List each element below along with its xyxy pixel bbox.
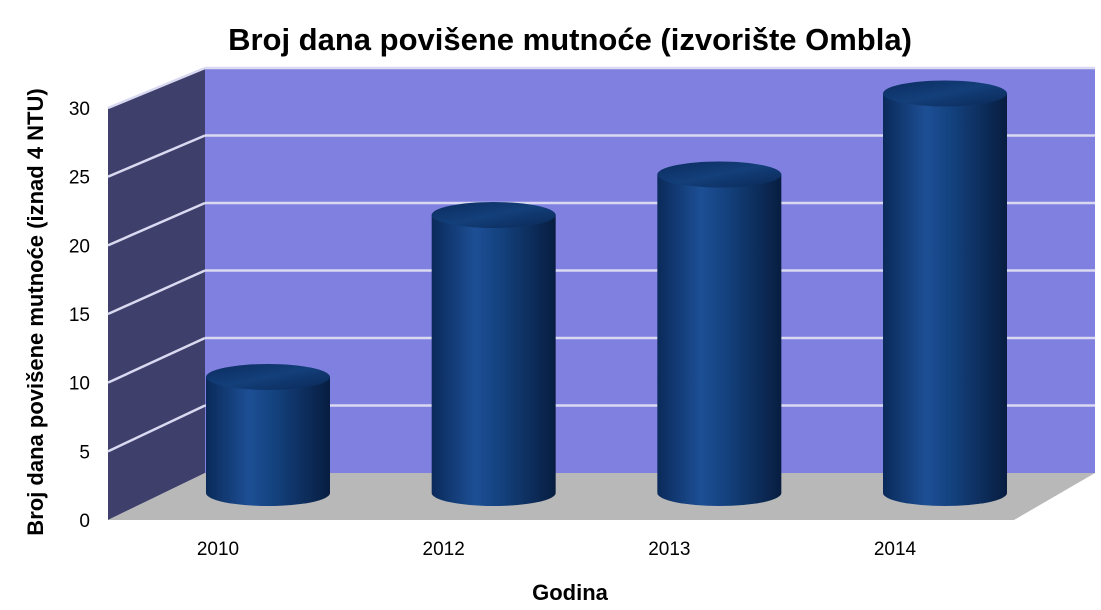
gridline	[107, 269, 206, 316]
y-tick-label: 30	[69, 99, 90, 120]
x-axis-ticks: 2010 2012 2013 2014	[197, 539, 917, 560]
y-tick-label: 25	[69, 168, 90, 189]
gridline	[107, 66, 206, 110]
x-tick-label: 2013	[648, 539, 690, 560]
y-tick-label: 0	[79, 511, 90, 532]
x-tick-label: 2012	[423, 539, 465, 560]
gridline	[107, 404, 206, 453]
y-axis-ticks: 0 5 10 15 20 25 30	[69, 99, 90, 532]
bar	[657, 161, 782, 506]
x-tick-label: 2010	[197, 539, 239, 560]
side-wall	[108, 68, 205, 520]
bar	[883, 80, 1007, 506]
y-tick-label: 10	[69, 374, 90, 395]
bar	[206, 364, 330, 506]
bar-top	[883, 80, 1007, 107]
bars	[206, 80, 1007, 506]
y-tick-label: 15	[69, 305, 90, 326]
chart-title: Broj dana povišene mutnoće (izvorište Om…	[228, 22, 912, 57]
y-axis-label: Broj dana povišene mutnoće (iznad 4 NTU)	[23, 88, 48, 535]
bar-top	[431, 202, 556, 228]
gridline	[107, 201, 206, 247]
gridline	[107, 336, 206, 384]
gridline	[107, 134, 206, 178]
bar-body	[883, 93, 1007, 506]
x-tick-label: 2014	[874, 539, 917, 560]
y-tick-label: 20	[69, 236, 90, 257]
bar-top	[657, 161, 782, 188]
bar-body	[431, 215, 556, 506]
y-tick-label: 5	[79, 442, 90, 463]
bar-top	[206, 364, 330, 390]
bar	[431, 202, 556, 506]
floor	[108, 473, 1095, 520]
bar-body	[206, 377, 330, 506]
x-axis-label: Godina	[532, 580, 609, 605]
bar-body	[657, 174, 782, 506]
